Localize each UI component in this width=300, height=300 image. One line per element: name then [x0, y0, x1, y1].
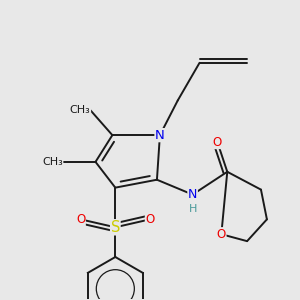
Text: O: O — [217, 228, 226, 241]
Text: N: N — [155, 129, 165, 142]
Text: O: O — [213, 136, 222, 148]
Text: H: H — [188, 204, 197, 214]
Text: N: N — [188, 188, 197, 201]
Text: S: S — [111, 220, 120, 235]
Text: O: O — [76, 213, 85, 226]
Text: CH₃: CH₃ — [42, 157, 63, 167]
Text: CH₃: CH₃ — [70, 105, 91, 116]
Text: O: O — [146, 213, 154, 226]
